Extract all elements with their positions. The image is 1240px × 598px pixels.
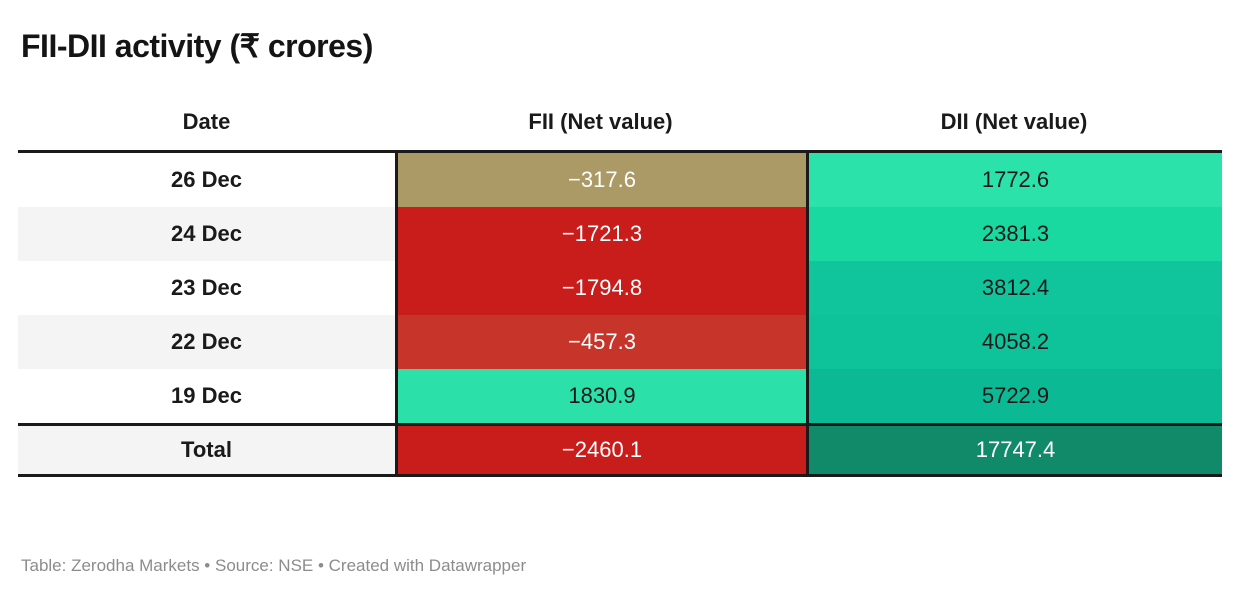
dii-value-cell: 3812.4 <box>806 261 1222 315</box>
table-row: 26 Dec −317.6 1772.6 <box>18 153 1222 207</box>
date-cell: 22 Dec <box>18 315 395 369</box>
fii-value-cell: −1794.8 <box>395 261 806 315</box>
table-header-row: Date FII (Net value) DII (Net value) <box>18 94 1222 153</box>
fii-dii-table: Date FII (Net value) DII (Net value) 26 … <box>18 94 1222 477</box>
table-row: 24 Dec −1721.3 2381.3 <box>18 207 1222 261</box>
attribution-footer: Table: Zerodha Markets • Source: NSE • C… <box>21 556 527 575</box>
chart-container: FII-DII activity (₹ crores) Date FII (Ne… <box>18 28 1222 477</box>
column-header-fii: FII (Net value) <box>528 109 673 134</box>
dii-value-cell: 4058.2 <box>806 315 1222 369</box>
fii-value-cell: −1721.3 <box>395 207 806 261</box>
table-row: 19 Dec 1830.9 5722.9 <box>18 369 1222 423</box>
dii-total-cell: 17747.4 <box>806 426 1222 474</box>
column-header-dii: DII (Net value) <box>940 109 1088 134</box>
fii-value-cell: −317.6 <box>395 153 806 207</box>
date-cell: 24 Dec <box>18 207 395 261</box>
fii-total-cell: −2460.1 <box>395 426 806 474</box>
table-row: 23 Dec −1794.8 3812.4 <box>18 261 1222 315</box>
table-total-row: Total −2460.1 17747.4 <box>18 423 1222 477</box>
fii-value-cell: 1830.9 <box>395 369 806 423</box>
date-cell: 19 Dec <box>18 369 395 423</box>
dii-value-cell: 2381.3 <box>806 207 1222 261</box>
fii-value-cell: −457.3 <box>395 315 806 369</box>
date-cell: 23 Dec <box>18 261 395 315</box>
total-label-cell: Total <box>18 426 395 474</box>
dii-value-cell: 5722.9 <box>806 369 1222 423</box>
dii-value-cell: 1772.6 <box>806 153 1222 207</box>
table-row: 22 Dec −457.3 4058.2 <box>18 315 1222 369</box>
table-body: 26 Dec −317.6 1772.6 24 Dec −1721.3 2381… <box>18 153 1222 477</box>
chart-title: FII-DII activity (₹ crores) <box>21 28 373 64</box>
column-header-date: Date <box>182 109 231 134</box>
date-cell: 26 Dec <box>18 153 395 207</box>
